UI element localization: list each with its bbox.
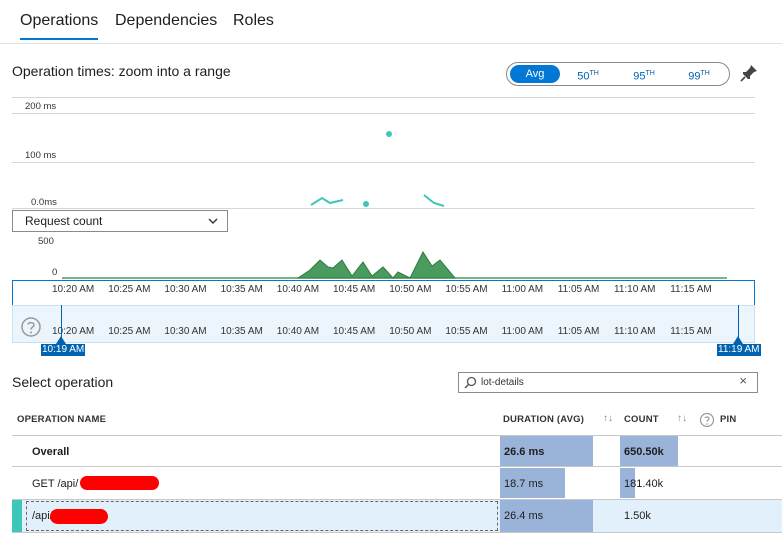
row-divider — [12, 499, 782, 500]
question-circle-icon[interactable] — [20, 316, 42, 338]
chart-top-border — [12, 97, 755, 98]
gridline-100 — [12, 162, 755, 163]
range-brush-top[interactable] — [12, 280, 755, 305]
selected-row-background — [12, 500, 782, 532]
operation-search-input[interactable] — [481, 375, 731, 390]
count-bar — [620, 468, 635, 498]
redaction-mark — [50, 509, 108, 524]
y-tick-200: 200 ms — [25, 101, 57, 112]
active-tab-indicator — [20, 38, 98, 40]
range-brush-track[interactable] — [12, 305, 755, 343]
count-value: 1.50k — [624, 510, 651, 522]
time-tick-label: 10:50 AM — [389, 284, 432, 295]
request-count-chart — [62, 250, 727, 279]
range-time-tick-label: 10:50 AM — [389, 326, 432, 337]
time-tick-label: 10:25 AM — [108, 284, 151, 295]
chart-title: Operation times: zoom into a range — [12, 63, 231, 79]
duration-value: 26.6 ms — [504, 446, 545, 458]
col-header-count[interactable]: COUNT — [624, 414, 659, 425]
tab-bar: Operations Dependencies Roles — [0, 0, 782, 44]
percentile-99-button[interactable]: 99TH — [688, 70, 710, 83]
duration-series-2 — [423, 194, 445, 207]
count-y-tick-0: 0 — [52, 267, 58, 278]
time-tick-label: 10:40 AM — [276, 284, 320, 295]
count-y-tick-500: 500 — [38, 236, 54, 247]
tab-dependencies[interactable]: Dependencies — [115, 12, 218, 29]
time-tick-label: 11:05 AM — [557, 284, 600, 295]
duration-point-1 — [363, 201, 369, 207]
range-start-handle-line[interactable] — [61, 305, 62, 343]
gridline-0 — [12, 208, 755, 209]
range-time-tick-label: 10:25 AM — [108, 326, 151, 337]
count-value: 650.50k — [624, 446, 664, 458]
row-divider — [12, 466, 782, 467]
duration-point-2 — [386, 131, 392, 137]
clear-search-icon[interactable]: × — [739, 373, 747, 388]
operation-name: GET /api/ — [32, 478, 79, 490]
metric-dropdown[interactable]: Request count — [12, 210, 228, 232]
range-end-label: 11:19 AM — [717, 344, 761, 356]
count-area — [296, 250, 457, 279]
operation-search-box: × — [458, 372, 758, 393]
range-time-tick-label: 11:00 AM — [501, 326, 544, 337]
row-divider — [12, 532, 782, 533]
time-tick-label: 10:30 AM — [164, 284, 207, 295]
range-time-tick-label: 11:05 AM — [557, 326, 600, 337]
range-start-label: 10:19 AM — [41, 344, 86, 356]
time-tick-label: 11:10 AM — [614, 284, 656, 295]
range-time-tick-label: 10:45 AM — [333, 326, 376, 337]
selected-row-marker — [12, 500, 22, 532]
range-end-handle-icon[interactable] — [733, 336, 743, 344]
sort-count-icon[interactable]: ↑↓ — [677, 413, 687, 424]
time-tick-label: 11:15 AM — [670, 284, 712, 295]
duration-value: 18.7 ms — [504, 478, 544, 490]
col-header-duration[interactable]: DURATION (AVG) — [503, 414, 585, 425]
pin-chart-icon[interactable] — [739, 63, 759, 83]
y-tick-0: 0.0ms — [31, 197, 57, 208]
duration-bar — [500, 500, 593, 532]
range-time-tick-label: 10:40 AM — [276, 326, 320, 337]
col-header-pin: PIN — [720, 414, 737, 425]
percentile-50-button[interactable]: 50TH — [577, 70, 599, 83]
time-tick-label: 10:55 AM — [445, 284, 488, 295]
tab-roles[interactable]: Roles — [233, 12, 274, 29]
percentile-avg-button[interactable]: Avg — [510, 65, 560, 83]
time-tick-label: 11:00 AM — [501, 284, 544, 295]
percentile-95-button[interactable]: 95TH — [633, 70, 655, 83]
select-operation-heading: Select operation — [12, 374, 114, 390]
range-time-tick-label: 11:10 AM — [614, 326, 656, 337]
pin-help-icon[interactable] — [699, 412, 715, 428]
percentile-toggle-group: Avg 50TH 95TH 99TH — [506, 62, 730, 86]
gridline-200 — [12, 113, 755, 114]
duration-value: 26.4 ms — [504, 510, 544, 522]
duration-chart — [310, 131, 445, 207]
range-time-tick-label: 10:35 AM — [220, 326, 263, 337]
tab-operations[interactable]: Operations — [20, 12, 99, 29]
time-tick-label: 10:45 AM — [333, 284, 376, 295]
redaction-mark — [80, 476, 159, 490]
time-tick-label: 10:20 AM — [52, 284, 95, 295]
col-header-operation-name[interactable]: OPERATION NAME — [17, 414, 107, 425]
range-end-handle-line[interactable] — [738, 305, 739, 343]
range-time-tick-label: 10:55 AM — [445, 326, 488, 337]
count-value: 181.40k — [624, 478, 664, 490]
metric-dropdown-value: Request count — [25, 214, 103, 228]
focus-outline — [26, 501, 498, 531]
sort-duration-icon[interactable]: ↑↓ — [603, 413, 613, 424]
duration-series-1 — [310, 196, 344, 206]
range-time-tick-label: 11:15 AM — [670, 326, 712, 337]
y-tick-100: 100 ms — [25, 150, 57, 161]
operation-name: /api/ — [32, 510, 53, 522]
range-time-tick-label: 10:20 AM — [52, 326, 95, 337]
duration-bar — [500, 436, 593, 466]
range-start-handle-icon[interactable] — [56, 336, 66, 344]
chevron-down-icon — [208, 218, 218, 224]
search-icon — [464, 376, 477, 389]
time-tick-label: 10:35 AM — [220, 284, 263, 295]
header-divider — [12, 435, 782, 436]
count-bar — [620, 436, 678, 466]
duration-bar — [500, 468, 565, 498]
operation-name: Overall — [32, 446, 70, 458]
range-time-tick-label: 10:30 AM — [164, 326, 207, 337]
